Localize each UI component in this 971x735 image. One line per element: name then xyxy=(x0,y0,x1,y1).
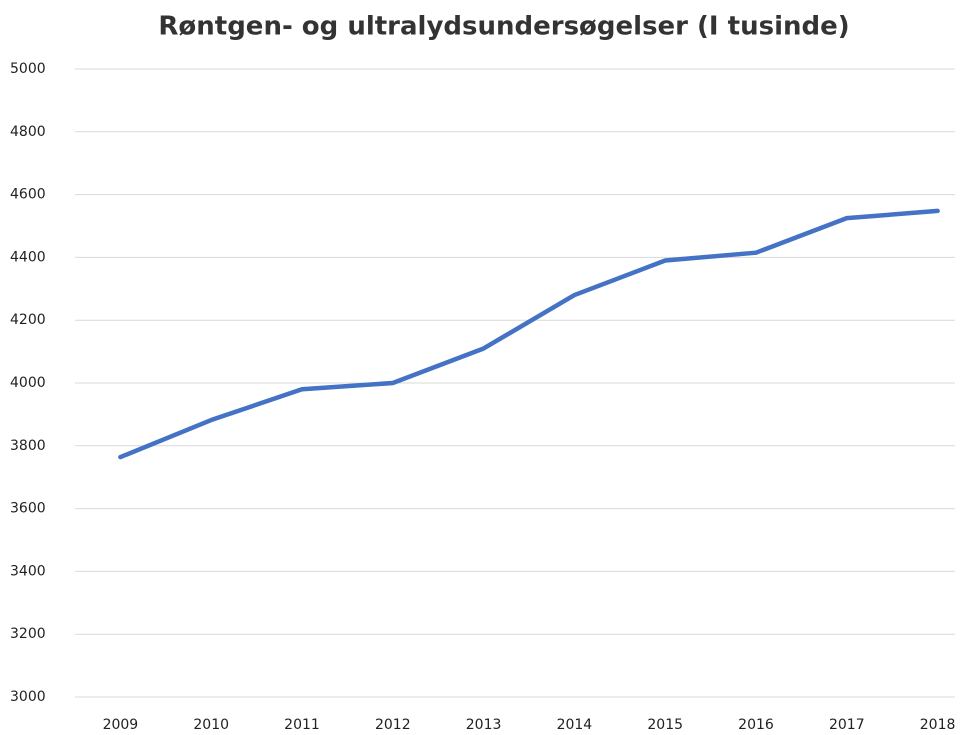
x-tick-label: 2018 xyxy=(920,717,956,733)
x-tick-label: 2017 xyxy=(829,717,865,733)
y-tick-label: 4600 xyxy=(10,187,46,203)
x-tick-label: 2016 xyxy=(738,717,774,733)
y-tick-label: 4400 xyxy=(10,249,46,265)
chart-title: Røntgen- og ultralydsundersøgelser (I tu… xyxy=(158,12,849,42)
y-tick-label: 3600 xyxy=(10,501,46,517)
y-tick-label: 4000 xyxy=(10,375,46,391)
y-tick-label: 3800 xyxy=(10,438,46,454)
x-tick-label: 2011 xyxy=(284,717,320,733)
x-tick-label: 2010 xyxy=(193,717,229,733)
x-tick-label: 2015 xyxy=(647,717,683,733)
y-tick-label: 4800 xyxy=(10,124,46,140)
y-tick-label: 3400 xyxy=(10,563,46,579)
y-tick-label: 3000 xyxy=(10,689,46,705)
y-tick-label: 5000 xyxy=(10,61,46,77)
y-tick-label: 3200 xyxy=(10,626,46,642)
x-tick-label: 2014 xyxy=(557,717,593,733)
x-tick-label: 2013 xyxy=(466,717,502,733)
x-tick-label: 2012 xyxy=(375,717,411,733)
x-tick-label: 2009 xyxy=(103,717,139,733)
data-line xyxy=(118,208,940,460)
y-tick-label: 4200 xyxy=(10,312,46,328)
